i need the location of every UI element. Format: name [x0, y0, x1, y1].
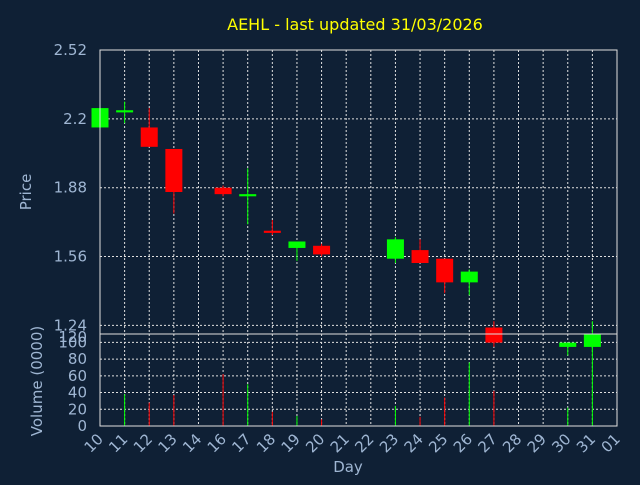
- chart-title: AEHL - last updated 31/03/2026: [227, 15, 483, 34]
- candle-layer: [91, 101, 601, 356]
- x-axis-label: Day: [333, 458, 363, 476]
- price-tick-label: 1.88: [54, 179, 87, 197]
- candle-16: [214, 185, 232, 197]
- volume-tick-label: 20: [68, 400, 87, 418]
- candle-body: [559, 342, 577, 347]
- candle-11: [116, 101, 134, 124]
- candle-body: [116, 110, 134, 113]
- candle-13: [165, 148, 183, 214]
- candle-body: [460, 271, 478, 283]
- candle-body: [386, 239, 404, 259]
- price-tick-label: 1.24: [54, 316, 87, 334]
- candle-17: [239, 168, 257, 225]
- candle-body: [485, 327, 503, 343]
- candle-body: [263, 230, 281, 233]
- candle-body: [214, 187, 232, 195]
- candle-body: [436, 258, 454, 283]
- volume-axis-label: Volume (0000): [28, 326, 46, 436]
- price-tick-label: 1.56: [54, 248, 87, 266]
- candle-body: [239, 194, 257, 197]
- candle-body: [583, 334, 601, 347]
- candle-26: [460, 269, 478, 296]
- candle-31: [583, 321, 601, 352]
- candle-body: [313, 245, 331, 255]
- candle-20: [313, 243, 331, 257]
- volume-tick-label: 80: [68, 350, 87, 368]
- candle-body: [411, 250, 429, 263]
- volume-tick-label: 40: [68, 384, 87, 402]
- candle-body: [165, 148, 183, 192]
- volume-tick-label: 100: [58, 333, 87, 351]
- candle-25: [436, 258, 454, 294]
- candle-19: [288, 241, 306, 261]
- frame-layer: [99, 49, 618, 427]
- price-tick-label: 2.52: [54, 41, 87, 59]
- candle-12: [140, 108, 158, 147]
- candle-body: [288, 241, 306, 248]
- candle-body: [140, 127, 158, 147]
- candle-24: [411, 239, 429, 263]
- volume-tick-label: 60: [68, 367, 87, 385]
- price-axis-label: Price: [17, 174, 35, 211]
- candle-23: [386, 237, 404, 263]
- price-tick-label: 2.2: [63, 110, 87, 128]
- volume-tick-label: 0: [77, 417, 87, 435]
- candle-18: [263, 219, 281, 236]
- volume-top-label: 120: [58, 328, 87, 346]
- candle-30: [559, 342, 577, 356]
- volume-layer: [124, 342, 593, 426]
- volume-panel-frame: [99, 333, 618, 427]
